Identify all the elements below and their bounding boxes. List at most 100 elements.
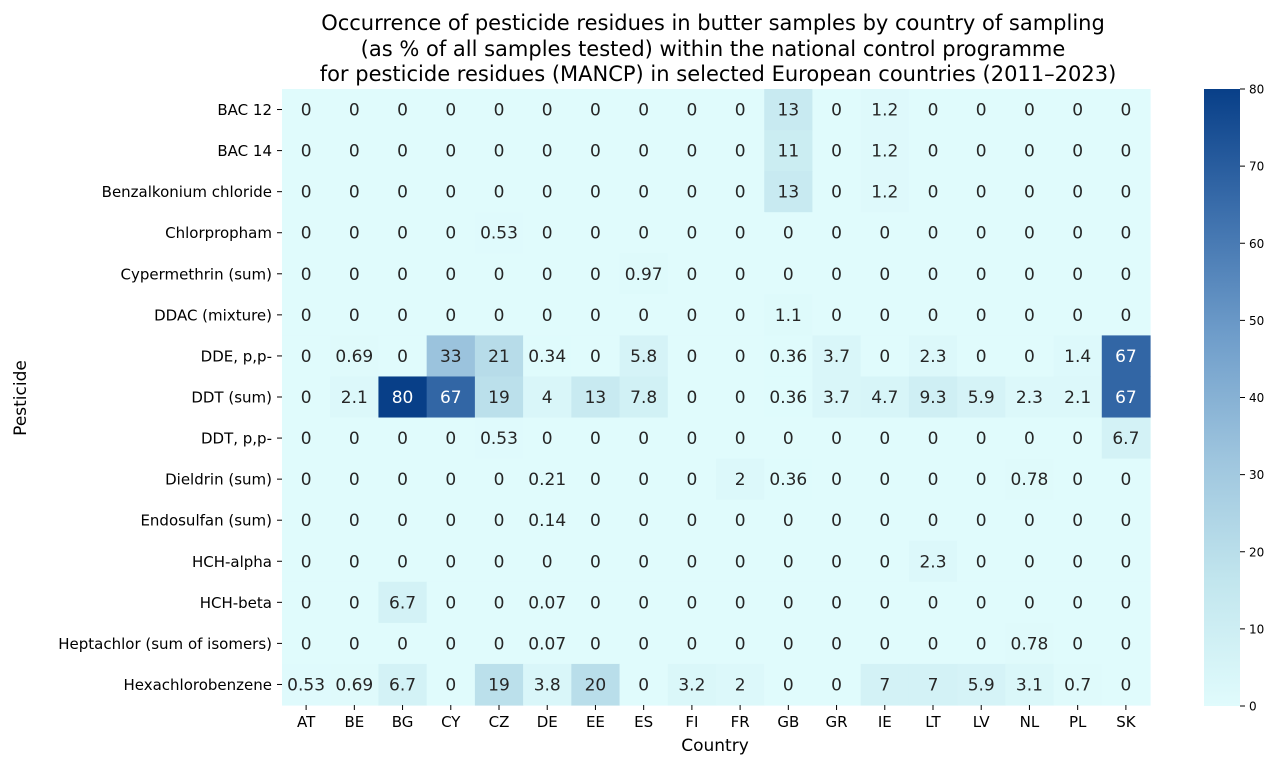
heatmap-cell xyxy=(908,130,958,172)
heatmap-cell-value: 0 xyxy=(494,183,505,203)
heatmap-cell xyxy=(523,171,572,213)
heatmap-cell xyxy=(523,581,572,624)
x-tick-label: IE xyxy=(878,713,892,731)
heatmap-cell-value: 0 xyxy=(831,224,842,244)
heatmap-cell xyxy=(957,212,1006,254)
heatmap-cell-value: 0.69 xyxy=(335,675,373,695)
heatmap-cell xyxy=(619,540,669,583)
heatmap-cell xyxy=(957,294,1006,336)
heatmap-cell-value: 0 xyxy=(349,470,360,490)
heatmap-cell xyxy=(523,89,572,131)
heatmap-cell xyxy=(619,499,669,542)
heatmap-cell xyxy=(378,253,428,295)
heatmap-cell-value: 3.1 xyxy=(1016,675,1043,695)
heatmap-cell xyxy=(908,294,958,336)
heatmap-cell-value: 0 xyxy=(1024,593,1035,613)
heatmap-cell-value: 0 xyxy=(397,470,408,490)
heatmap-cell-value: 0 xyxy=(1024,142,1035,162)
chart-title: Occurrence of pesticide residues in butt… xyxy=(320,11,1117,86)
heatmap-cell-value: 0 xyxy=(928,265,939,285)
heatmap-cell xyxy=(764,294,814,336)
heatmap-cell xyxy=(426,253,476,295)
heatmap-cell xyxy=(860,212,910,254)
heatmap-cell-value: 0 xyxy=(1072,265,1083,285)
heatmap-cell-value: 0 xyxy=(735,265,746,285)
heatmap-cell-value: 0.53 xyxy=(480,224,518,244)
heatmap-cell xyxy=(571,253,621,295)
heatmap-cell xyxy=(716,294,765,336)
heatmap-cell-value: 0 xyxy=(928,142,939,162)
colorbar-tick-label: 10 xyxy=(1249,622,1264,636)
heatmap-cell xyxy=(282,335,331,378)
heatmap-cell xyxy=(860,89,910,131)
heatmap-cell xyxy=(667,581,717,624)
heatmap-cell xyxy=(1053,663,1103,706)
heatmap-cell-value: 0 xyxy=(686,142,697,162)
heatmap-cell-value: 0 xyxy=(928,470,939,490)
heatmap-cell-value: 0 xyxy=(445,634,456,654)
x-tick-label: EE xyxy=(586,713,605,731)
heatmap-cell-value: 7.8 xyxy=(630,388,657,408)
heatmap-cell-value: 0 xyxy=(831,511,842,531)
heatmap-cell-value: 3.7 xyxy=(823,347,850,367)
heatmap-cell-value: 0 xyxy=(976,429,987,449)
heatmap-cell xyxy=(330,540,380,583)
heatmap-cell-value: 0 xyxy=(735,429,746,449)
heatmap-cell xyxy=(860,335,910,378)
heatmap-cell xyxy=(330,458,380,501)
heatmap-cell xyxy=(571,499,621,542)
heatmap-cell xyxy=(957,89,1006,131)
heatmap-cell xyxy=(957,499,1006,542)
heatmap-cell xyxy=(667,458,717,501)
heatmap-cell-value: 0 xyxy=(1024,347,1035,367)
y-tick-label: BAC 14 xyxy=(217,142,272,160)
heatmap-cell xyxy=(1053,294,1103,336)
heatmap-cell xyxy=(667,130,717,172)
heatmap-cell-labels: 0 0 0 0 0 0 0 0 0 0 13 0 1.2 0 0 0 0 0 0 0 0 0 0 0 0 0 0 0 11 0 1.2 0 0 0… xyxy=(287,101,1139,696)
heatmap-cell xyxy=(523,130,572,172)
heatmap-cell-value: 0 xyxy=(349,593,360,613)
heatmap-cell-value: 7 xyxy=(928,675,939,695)
heatmap-cell-value: 0 xyxy=(686,101,697,121)
heatmap-cell-value: 0.21 xyxy=(528,470,566,490)
heatmap-cell xyxy=(330,253,380,295)
heatmap-cell xyxy=(1053,171,1103,213)
heatmap-cell-value: 0 xyxy=(590,306,601,326)
heatmap-cell xyxy=(908,171,958,213)
heatmap-cell xyxy=(1101,212,1151,254)
heatmap-cell-value: 0 xyxy=(735,552,746,572)
heatmap-cell-value: 0 xyxy=(1072,224,1083,244)
heatmap-cell-value: 0 xyxy=(1120,101,1131,121)
heatmap-cell-value: 0 xyxy=(686,265,697,285)
heatmap-cell-value: 0 xyxy=(686,306,697,326)
heatmap-cell xyxy=(716,663,765,706)
heatmap-cell-value: 0 xyxy=(1024,101,1035,121)
heatmap-cell xyxy=(812,622,862,665)
heatmap-cell-value: 0 xyxy=(783,552,794,572)
heatmap-cell xyxy=(571,663,621,706)
heatmap-cell-value: 0 xyxy=(1072,552,1083,572)
heatmap-cell xyxy=(764,417,814,460)
heatmap-cell-value: 0 xyxy=(928,224,939,244)
heatmap-cell-value: 0 xyxy=(1024,511,1035,531)
heatmap-cell-value: 0.53 xyxy=(480,429,518,449)
heatmap-cell-value: 0 xyxy=(349,634,360,654)
heatmap-cell-value: 0 xyxy=(349,265,360,285)
heatmap-cell xyxy=(764,171,814,213)
heatmap-cell xyxy=(957,458,1006,501)
heatmap-cell xyxy=(474,663,524,706)
heatmap-cell xyxy=(716,417,765,460)
heatmap-cell xyxy=(282,130,331,172)
heatmap-cell xyxy=(426,540,476,583)
heatmap-cell-value: 0 xyxy=(1120,183,1131,203)
heatmap-cell xyxy=(716,171,765,213)
x-tick-label: FR xyxy=(731,713,750,731)
heatmap-cell xyxy=(378,294,428,336)
heatmap-cell xyxy=(860,294,910,336)
heatmap-cell-value: 0 xyxy=(638,470,649,490)
heatmap-cell-value: 0 xyxy=(301,142,312,162)
heatmap-cell xyxy=(571,171,621,213)
heatmap-cell xyxy=(330,581,380,624)
y-axis-tick-labels: BAC 12 BAC 14 Benzalkonium chloride Chlorpr… xyxy=(58,101,282,694)
heatmap-cell xyxy=(1101,130,1151,172)
